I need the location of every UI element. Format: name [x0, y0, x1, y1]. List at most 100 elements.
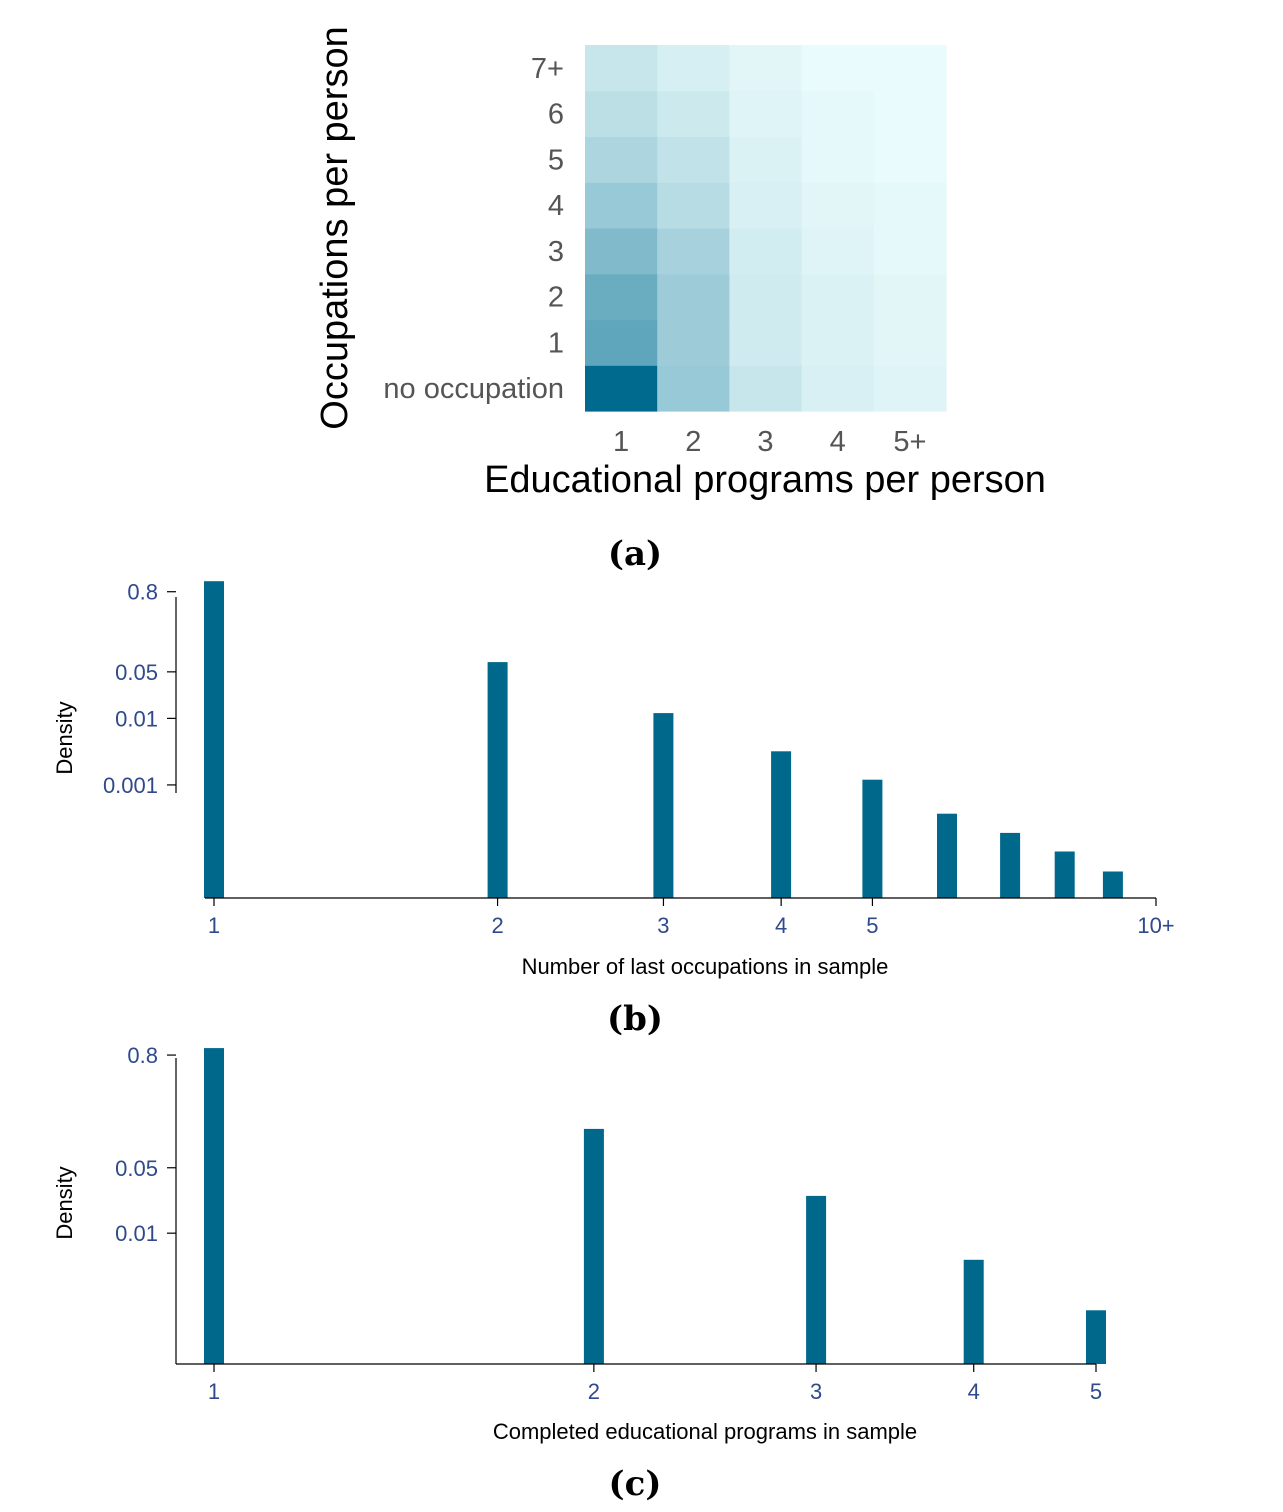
y-tick-label: 0.01	[115, 706, 158, 731]
x-tick-label: 2	[588, 1379, 600, 1404]
heatmap-cell	[801, 182, 875, 229]
heatmap-cell	[729, 136, 803, 183]
bar	[937, 813, 957, 898]
bar	[1000, 832, 1021, 898]
heatmap-cell	[657, 228, 730, 275]
heatmap-y-tick-label: 1	[548, 327, 564, 359]
heatmap-cell	[585, 319, 658, 366]
heatmap-cell	[585, 228, 658, 275]
x-tick-label: 5	[1090, 1379, 1102, 1404]
education-axes: 1 2 3 4 5 0.8 0.05 0.01	[115, 1043, 1102, 1404]
heatmap-cell	[657, 365, 730, 412]
heatmap-panel: no occupation 1 2 3 4 5 6 7+ 1 2 3 4 5+ Occupations…	[314, 26, 1046, 574]
heatmap-cell	[585, 45, 658, 92]
heatmap-cell	[585, 182, 658, 229]
heatmap-cell	[801, 90, 875, 138]
heatmap-y-tick-labels: no occupation 1 2 3 4 5 6 7+	[383, 53, 564, 405]
x-tick-label: 1	[208, 913, 220, 938]
heatmap-cell	[801, 365, 875, 412]
heatmap-cell	[657, 136, 730, 183]
bar	[963, 1259, 984, 1364]
heatmap-x-tick-label: 5+	[893, 426, 926, 458]
bar	[1102, 871, 1123, 898]
heatmap-cell	[657, 319, 730, 366]
heatmap-cell	[729, 365, 803, 412]
x-tick-label: 5	[866, 913, 878, 938]
heatmap-x-tick-label: 3	[757, 426, 773, 458]
heatmap-cells	[585, 45, 947, 412]
y-tick-label: 0.05	[115, 660, 158, 685]
heatmap-cell	[585, 136, 658, 183]
heatmap-cell	[801, 228, 875, 275]
heatmap-cell	[873, 228, 947, 275]
heatmap-cell	[657, 273, 730, 321]
heatmap-cell	[801, 45, 875, 92]
occupations-axes: 1 2 3 4 5 10+ 0.8 0.05 0.01 0.001	[103, 580, 1175, 938]
y-tick-label: 0.001	[103, 773, 158, 798]
bar	[583, 1128, 604, 1364]
heatmap-x-tick-labels: 1 2 3 4 5+	[613, 426, 926, 458]
heatmap-cell	[729, 90, 803, 138]
bar	[806, 1195, 827, 1364]
x-tick-label: 3	[810, 1379, 822, 1404]
bar	[204, 581, 224, 898]
x-tick-label: 4	[968, 1379, 980, 1404]
heatmap-y-axis-label: Occupations per person	[314, 26, 356, 429]
heatmap-y-tick-label: no occupation	[383, 373, 564, 405]
panel-label-b: (b)	[607, 999, 663, 1039]
bar	[487, 662, 508, 898]
heatmap-cell	[873, 45, 947, 92]
heatmap-cell	[873, 365, 947, 412]
x-tick-label: 4	[775, 913, 787, 938]
heatmap-x-tick-label: 4	[830, 426, 846, 458]
heatmap-y-tick-label: 6	[548, 99, 564, 131]
panel-label-a: (a)	[608, 534, 662, 574]
bar	[1054, 851, 1075, 898]
education-bars	[204, 1048, 1106, 1364]
y-tick-label: 0.8	[127, 580, 158, 605]
education-x-axis-label: Completed educational programs in sample	[493, 1419, 917, 1444]
bar	[771, 751, 792, 898]
heatmap-cell	[873, 319, 947, 366]
heatmap-cell	[801, 273, 875, 321]
heatmap-cell	[873, 273, 947, 321]
heatmap-cell	[657, 90, 730, 138]
bar	[653, 713, 674, 898]
x-tick-label: 2	[491, 913, 503, 938]
heatmap-cell	[657, 45, 730, 92]
heatmap-cell	[873, 136, 947, 183]
occupations-x-axis-label: Number of last occupations in sample	[522, 954, 889, 979]
y-tick-label: 0.05	[115, 1156, 158, 1181]
heatmap-cell	[729, 273, 803, 321]
occupations-y-axis-label: Density	[52, 701, 77, 774]
heatmap-cell	[729, 45, 803, 92]
x-tick-label: 1	[208, 1379, 220, 1404]
heatmap-cell	[585, 90, 658, 138]
y-tick-label: 0.8	[127, 1043, 158, 1068]
heatmap-y-tick-label: 3	[548, 236, 564, 268]
bar	[862, 779, 883, 898]
heatmap-y-tick-label: 5	[548, 144, 564, 176]
heatmap-cell	[801, 319, 875, 366]
heatmap-cell	[729, 228, 803, 275]
occupations-bar-panel: 1 2 3 4 5 10+ 0.8 0.05 0.01 0.001 Density Number …	[52, 580, 1175, 1039]
bar	[1086, 1310, 1106, 1364]
heatmap-cell	[873, 90, 947, 138]
education-bar-panel: 1 2 3 4 5 0.8 0.05 0.01 Density Completed educa…	[52, 1043, 1106, 1504]
heatmap-x-tick-label: 2	[685, 426, 701, 458]
heatmap-cell	[801, 136, 875, 183]
panel-label-c: (c)	[609, 1464, 662, 1504]
heatmap-y-tick-label: 2	[548, 282, 564, 314]
heatmap-y-tick-label: 4	[548, 190, 564, 222]
heatmap-cell	[585, 273, 658, 321]
heatmap-cell	[657, 182, 730, 229]
heatmap-y-tick-label: 7+	[531, 53, 564, 85]
y-tick-label: 0.01	[115, 1221, 158, 1246]
bar	[204, 1048, 224, 1364]
heatmap-x-axis-label: Educational programs per person	[484, 459, 1046, 501]
x-tick-label: 3	[657, 913, 669, 938]
x-tick-label: 10+	[1137, 913, 1174, 938]
heatmap-cell	[729, 319, 803, 366]
heatmap-x-tick-label: 1	[613, 426, 629, 458]
